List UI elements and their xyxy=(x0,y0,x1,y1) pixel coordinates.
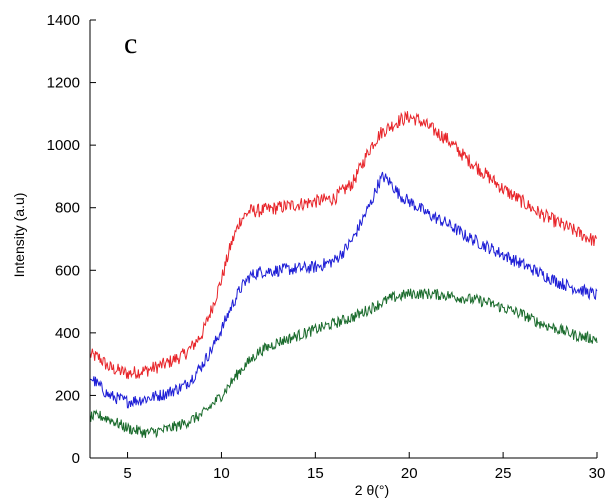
series-line-3 xyxy=(89,288,598,439)
series-line-1 xyxy=(89,110,598,380)
x-tick-label: 20 xyxy=(401,465,418,482)
y-tick-label: 1000 xyxy=(47,137,80,154)
ticks: 0 200 400 600 800 1000 1200 1400 5 10 15 20 25 30 xyxy=(47,12,606,482)
x-tick-label: 5 xyxy=(123,465,131,482)
panel-label: c xyxy=(124,27,137,60)
x-axis-title: 2 θ(°) xyxy=(355,482,389,498)
x-tick-label: 30 xyxy=(589,465,606,482)
y-tick-label: 1400 xyxy=(47,12,80,29)
series-line-2 xyxy=(89,171,598,409)
y-tick-label: 200 xyxy=(55,387,80,404)
x-tick-label: 15 xyxy=(307,465,324,482)
y-tick-label: 400 xyxy=(55,325,80,342)
x-tick-label: 10 xyxy=(213,465,230,482)
y-tick-label: 600 xyxy=(55,262,80,279)
axes xyxy=(89,20,597,459)
y-axis-title: Intensity (a.u) xyxy=(11,193,27,278)
series-lines xyxy=(89,110,598,439)
x-tick-label: 25 xyxy=(495,465,512,482)
y-tick-label: 800 xyxy=(55,200,80,217)
y-tick-label: 0 xyxy=(72,450,80,467)
y-tick-label: 1200 xyxy=(47,75,80,92)
